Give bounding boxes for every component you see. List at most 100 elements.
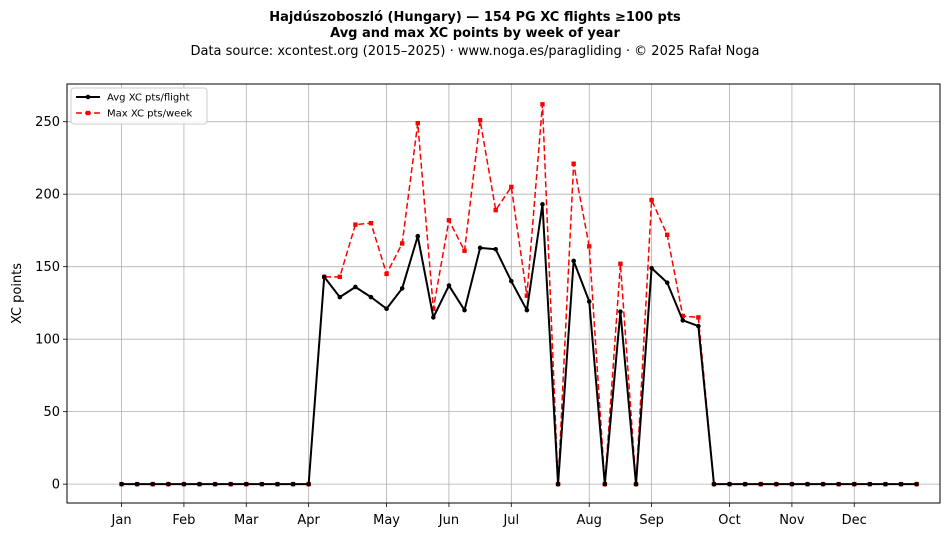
x-tick-label: Aug	[577, 513, 602, 528]
data-point-avg	[462, 307, 467, 313]
data-point-max	[399, 241, 405, 246]
chart-subtitle: Avg and max XC points by week of year	[330, 26, 620, 41]
x-tick-label: Sep	[639, 513, 664, 528]
data-point-avg	[508, 278, 514, 284]
data-point-avg	[399, 286, 405, 291]
data-point-max	[618, 261, 623, 266]
data-point-avg	[134, 481, 140, 487]
data-point-avg	[166, 481, 171, 487]
data-point-avg	[431, 315, 436, 320]
data-point-avg	[290, 481, 296, 487]
data-point-avg	[477, 245, 483, 251]
data-point-avg	[353, 284, 358, 290]
data-point-max	[368, 220, 374, 226]
data-point-avg	[181, 481, 187, 487]
data-point-avg	[321, 274, 327, 280]
grid-lines	[67, 84, 940, 503]
legend-box	[70, 87, 208, 125]
data-point-avg	[119, 481, 124, 487]
data-point-avg	[306, 481, 311, 487]
data-point-max	[431, 306, 436, 311]
data-point-avg	[727, 481, 732, 487]
series-line-0	[121, 203, 917, 486]
legend-label: Max XC pts/week	[107, 109, 192, 120]
data-point-max	[664, 232, 670, 237]
data-point-max	[446, 218, 452, 223]
data-point-max	[462, 248, 467, 253]
data-point-avg	[368, 294, 374, 300]
data-point-max	[571, 161, 576, 166]
data-point-avg	[555, 481, 561, 487]
legend-swatch-marker	[85, 110, 91, 116]
series-layer	[119, 102, 919, 487]
data-point-avg	[867, 481, 873, 487]
data-point-avg	[446, 283, 452, 288]
axis-ticks: Jan Feb Mar Apr May Jun Jul Aug Sep Oct Nov Dec 0 50 1…	[35, 115, 867, 528]
data-point-max	[680, 313, 685, 319]
data-point-avg	[851, 481, 857, 487]
data-point-avg	[540, 202, 545, 207]
data-point-max	[337, 274, 343, 280]
data-point-avg	[618, 309, 623, 314]
data-point-avg	[337, 294, 343, 300]
data-point-max	[415, 120, 420, 126]
data-point-max	[587, 244, 592, 249]
plot-frame	[66, 83, 941, 504]
legend-swatch-marker	[85, 94, 91, 100]
x-tick-label: Jun	[438, 513, 459, 528]
x-tick-label: Oct	[718, 513, 740, 528]
data-point-avg	[758, 481, 764, 487]
x-tick-label: May	[373, 513, 400, 528]
y-tick-label: 200	[35, 188, 60, 203]
data-point-avg	[150, 481, 156, 487]
y-tick-label: 50	[43, 405, 60, 420]
y-tick-label: 100	[35, 333, 60, 348]
data-point-max	[477, 118, 483, 123]
data-point-avg	[914, 481, 919, 487]
legend-label: Avg XC pts/flight	[107, 93, 190, 104]
data-point-max	[649, 197, 654, 203]
y-axis-label: XC points	[10, 263, 25, 324]
data-point-avg	[275, 481, 280, 487]
data-point-avg	[774, 481, 779, 487]
data-point-avg	[680, 318, 686, 323]
x-tick-label: Dec	[842, 513, 867, 528]
data-point-max	[524, 293, 530, 298]
data-point-avg	[836, 481, 841, 487]
data-point-max	[540, 102, 545, 107]
legend: Avg XC pts/flight Max XC pts/week	[70, 87, 208, 125]
y-tick-label: 150	[35, 260, 60, 275]
x-tick-label: Jul	[502, 513, 519, 528]
data-point-avg	[384, 306, 389, 312]
data-point-max	[696, 315, 701, 320]
data-point-avg	[259, 481, 265, 487]
data-point-avg	[415, 233, 421, 239]
data-point-avg	[649, 265, 654, 271]
x-tick-label: Mar	[234, 513, 259, 528]
chart-title: Hajdúszoboszló (Hungary) — 154 PG XC fli…	[269, 10, 681, 25]
data-point-avg	[789, 481, 795, 487]
data-point-avg	[696, 323, 701, 329]
chart-source-line: Data source: xcontest.org (2015–2025) · …	[190, 44, 759, 59]
data-point-avg	[571, 258, 576, 264]
x-tick-label: Apr	[297, 513, 320, 528]
data-point-avg	[742, 481, 748, 487]
y-tick-label: 250	[35, 115, 60, 130]
data-point-max	[493, 207, 498, 213]
data-point-avg	[243, 481, 249, 487]
data-point-avg	[883, 481, 888, 487]
data-point-avg	[820, 481, 826, 487]
data-point-avg	[898, 481, 904, 487]
data-point-avg	[212, 481, 218, 487]
x-tick-label: Feb	[172, 513, 195, 528]
data-point-avg	[664, 280, 670, 285]
data-point-max	[384, 271, 389, 277]
data-point-avg	[197, 481, 202, 487]
data-point-avg	[805, 481, 810, 487]
data-point-max	[353, 222, 358, 227]
data-point-avg	[586, 299, 592, 304]
data-point-avg	[524, 307, 530, 313]
x-tick-label: Nov	[779, 513, 805, 528]
data-point-avg	[711, 481, 717, 487]
